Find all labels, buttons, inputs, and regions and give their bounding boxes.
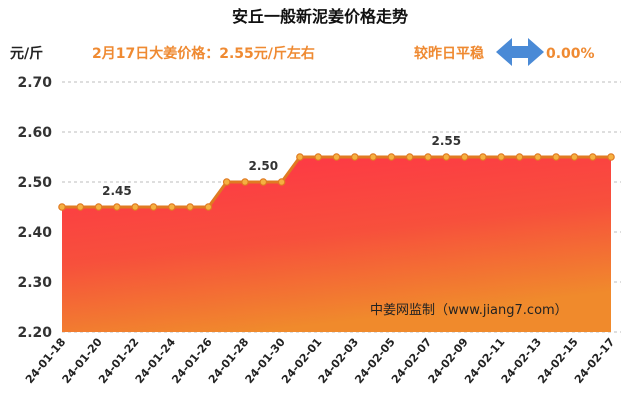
y-axis-ticks: 2.20 2.30 2.40 2.50 2.60 2.70 [17,75,52,341]
y-tick-label: 2.40 [17,225,52,241]
y-tick-label: 2.30 [17,275,52,291]
data-point [350,153,359,161]
data-point [442,153,451,161]
y-axis-unit: 元/斤 [10,45,43,62]
watermark: 中姜网监制（www.jiang7.com） [370,303,568,318]
data-point [277,178,286,186]
data-point [460,153,469,161]
data-point [369,153,377,161]
data-point [259,178,268,186]
left-right-arrow-icon [496,38,544,66]
data-point [94,203,103,211]
data-point [515,153,524,161]
data-point [131,203,140,211]
y-tick-label: 2.50 [17,175,52,191]
price-note: 2月17日大姜价格：2.55元/斤左右 [92,45,315,62]
data-point [204,203,213,211]
data-point [424,153,432,161]
data-point [405,153,414,161]
compare-label: 较昨日平稳 [414,45,484,62]
data-point [479,153,487,161]
data-point [241,178,249,186]
data-point [76,203,85,211]
data-label: 2.45 [102,184,132,198]
data-point [552,153,560,161]
price-series [58,153,615,332]
data-labels: 2.45 2.50 2.55 [102,134,461,198]
chart-title: 安丘一般新泥姜价格走势 [232,7,408,26]
data-point [113,203,121,211]
y-tick-label: 2.70 [17,75,52,91]
data-point [58,203,66,211]
data-point [222,178,231,186]
data-point [387,153,396,161]
data-point [296,153,304,161]
price-area [62,157,611,332]
data-point [588,153,597,161]
data-point [314,153,323,161]
data-label: 2.55 [431,134,461,148]
data-point [149,203,158,211]
data-point [497,153,506,161]
compare-value: 0.00% [546,46,595,62]
data-label: 2.50 [248,159,278,173]
data-point [332,153,341,161]
y-tick-label: 2.20 [17,325,52,341]
data-point [186,203,194,211]
data-point [533,153,542,161]
data-point [607,153,615,161]
data-point [168,203,176,211]
x-axis-ticks: 24-01-1824-01-2024-01-2224-01-2424-01-26… [23,335,617,386]
data-point [570,153,579,161]
y-tick-label: 2.60 [17,125,52,141]
